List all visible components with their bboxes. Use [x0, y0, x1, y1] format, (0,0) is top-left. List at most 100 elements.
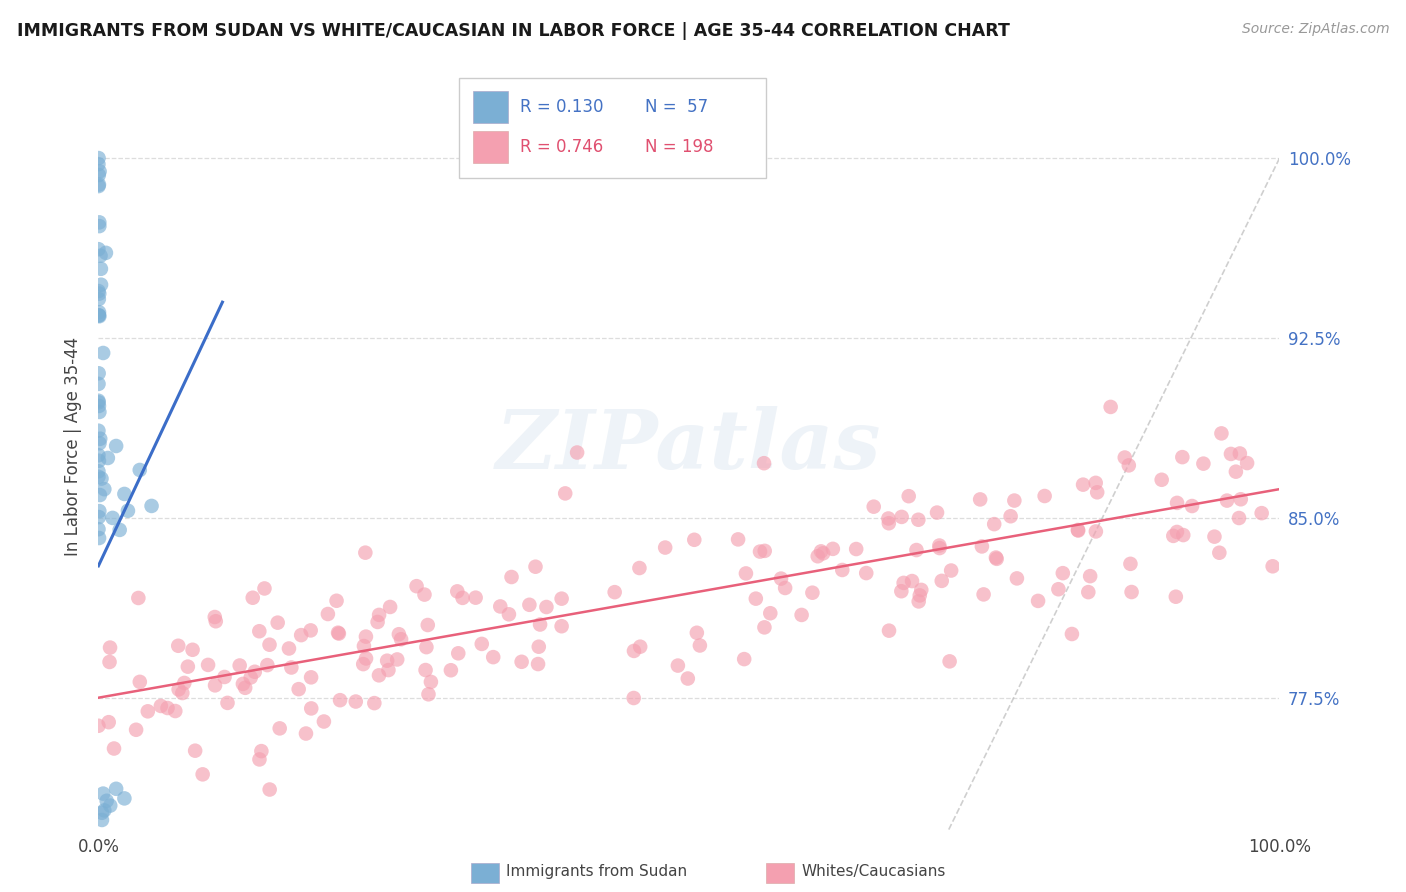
Point: [973, 587, 995, 601]
Point: [97, 450, 120, 465]
Point: [387, 652, 409, 666]
Point: [419, 674, 441, 689]
Point: [353, 639, 375, 653]
Point: [628, 561, 651, 575]
Point: [1236, 456, 1258, 470]
Point: [845, 542, 868, 557]
Point: [908, 589, 931, 603]
Text: Whites/Caucasians: Whites/Caucasians: [801, 864, 946, 879]
Point: [416, 618, 439, 632]
Point: [91, 787, 114, 801]
Point: [256, 658, 278, 673]
Point: [278, 641, 301, 656]
Text: R = 0.746: R = 0.746: [520, 138, 603, 156]
Point: [931, 574, 953, 588]
Point: [97, 715, 120, 730]
Point: [344, 694, 367, 708]
Point: [329, 693, 352, 707]
Point: [87, 454, 110, 468]
Point: [172, 686, 194, 700]
Y-axis label: In Labor Force | Age 35-44: In Labor Force | Age 35-44: [65, 336, 83, 556]
Point: [354, 546, 377, 560]
Point: [938, 654, 960, 668]
Point: [1118, 458, 1140, 473]
Point: [527, 657, 550, 671]
Point: [666, 658, 689, 673]
Point: [524, 559, 547, 574]
Point: [299, 701, 322, 715]
Point: [550, 591, 572, 606]
Point: [877, 511, 900, 525]
Point: [232, 677, 254, 691]
Point: [91, 813, 114, 827]
Point: [87, 376, 110, 391]
Point: [149, 698, 172, 713]
Point: [1250, 506, 1272, 520]
Point: [96, 794, 118, 808]
Point: [87, 151, 110, 165]
Point: [87, 292, 110, 306]
Point: [821, 541, 844, 556]
Point: [352, 657, 374, 672]
Point: [89, 219, 111, 233]
Point: [112, 487, 135, 501]
Text: Immigrants from Sudan: Immigrants from Sudan: [506, 864, 688, 879]
Point: [312, 714, 335, 729]
Point: [1171, 450, 1194, 464]
Point: [375, 654, 398, 668]
Point: [191, 767, 214, 781]
Point: [87, 448, 110, 462]
Point: [628, 640, 651, 654]
Text: R = 0.130: R = 0.130: [520, 98, 603, 116]
Point: [363, 696, 385, 710]
Text: IMMIGRANTS FROM SUDAN VS WHITE/CAUCASIAN IN LABOR FORCE | AGE 35-44 CORRELATION : IMMIGRANTS FROM SUDAN VS WHITE/CAUCASIAN…: [17, 22, 1010, 40]
Point: [87, 424, 110, 438]
Point: [510, 655, 533, 669]
Point: [89, 504, 111, 518]
Point: [727, 533, 749, 547]
Point: [87, 719, 110, 733]
Point: [90, 249, 112, 263]
Point: [250, 744, 273, 758]
Point: [103, 741, 125, 756]
Point: [233, 681, 256, 695]
Point: [623, 644, 645, 658]
Point: [87, 470, 110, 484]
Point: [676, 672, 699, 686]
Point: [290, 628, 312, 642]
Point: [1227, 511, 1250, 525]
Point: [415, 663, 437, 677]
Point: [165, 704, 187, 718]
Point: [1005, 571, 1028, 585]
Point: [87, 305, 110, 319]
Point: [325, 593, 347, 607]
Point: [328, 626, 350, 640]
Point: [128, 674, 150, 689]
Point: [204, 614, 226, 628]
Point: [87, 510, 110, 524]
Point: [94, 245, 117, 260]
Point: [239, 670, 262, 684]
Point: [204, 610, 226, 624]
Point: [87, 168, 110, 182]
Point: [464, 591, 486, 605]
Point: [93, 804, 115, 818]
Point: [969, 492, 991, 507]
Point: [89, 215, 111, 229]
Point: [1181, 499, 1204, 513]
Point: [90, 277, 112, 292]
Point: [735, 566, 758, 581]
Point: [928, 541, 950, 555]
Point: [87, 178, 110, 192]
Point: [1150, 473, 1173, 487]
Point: [354, 651, 377, 665]
Point: [177, 659, 200, 673]
Point: [986, 551, 1008, 566]
Point: [90, 261, 112, 276]
Point: [87, 308, 110, 322]
Point: [901, 574, 924, 588]
Point: [773, 581, 796, 595]
Point: [388, 627, 411, 641]
Point: [877, 516, 900, 531]
Point: [1033, 489, 1056, 503]
